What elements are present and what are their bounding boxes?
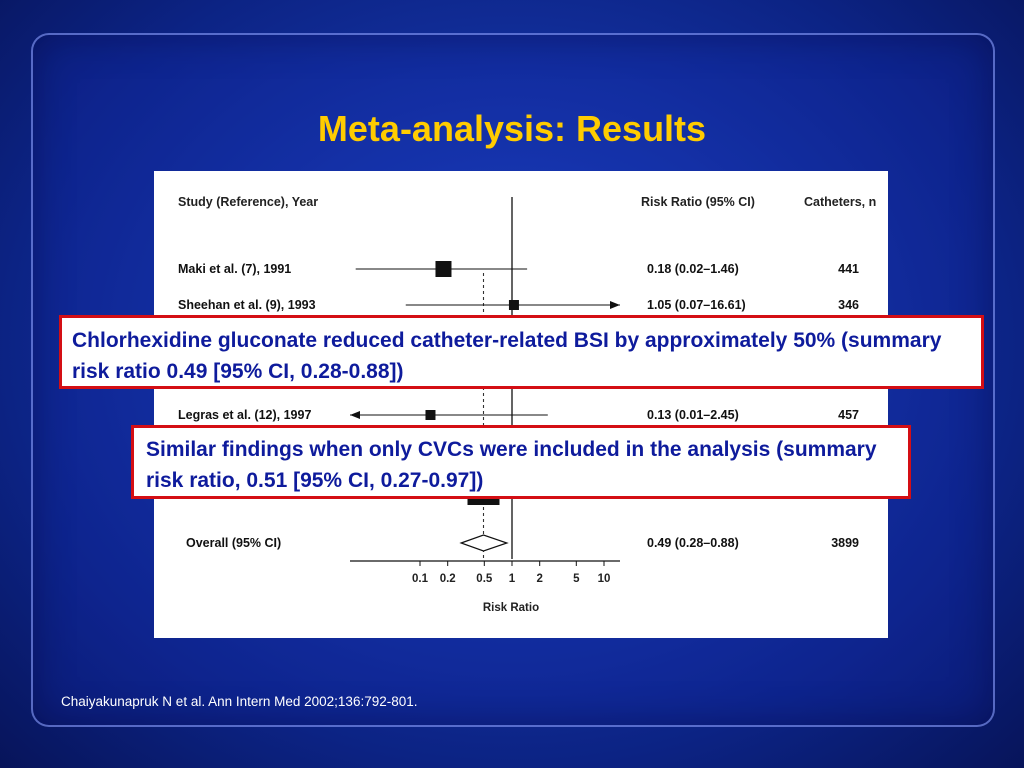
- forest-plot: Study (Reference), Year Risk Ratio (95% …: [154, 171, 888, 638]
- x-tick-label: 10: [598, 573, 611, 585]
- study-point-estimate: [508, 300, 519, 310]
- study-risk-ratio: 1.05 (0.07–16.61): [647, 298, 746, 312]
- study-catheters: 346: [838, 298, 859, 312]
- callout-summary-all: Chlorhexidine gluconate reduced catheter…: [59, 315, 984, 389]
- x-tick-label: 1: [509, 573, 516, 585]
- x-tick-label: 0.1: [412, 573, 429, 585]
- callout-summary-cvc: Similar findings when only CVCs were inc…: [131, 425, 911, 499]
- study-risk-ratio: 0.13 (0.01–2.45): [647, 408, 739, 422]
- header-risk-ratio: Risk Ratio (95% CI): [641, 195, 755, 209]
- study-risk-ratio: 0.18 (0.02–1.46): [647, 262, 739, 276]
- x-tick-label: 0.2: [440, 573, 456, 585]
- study-catheters: 457: [838, 408, 859, 422]
- study-label: Sheehan et al. (9), 1993: [178, 298, 316, 312]
- forest-plot-svg: Study (Reference), Year Risk Ratio (95% …: [178, 195, 876, 614]
- ci-right-arrow: [610, 301, 620, 309]
- x-tick-label: 0.5: [476, 573, 493, 585]
- overall-catheters: 3899: [831, 536, 859, 550]
- study-label: Legras et al. (12), 1997: [178, 408, 311, 422]
- ci-left-arrow: [350, 411, 360, 419]
- slide-title: Meta-analysis: Results: [317, 108, 707, 149]
- overall-label: Overall (95% CI): [186, 536, 281, 550]
- x-axis-label: Risk Ratio: [483, 602, 539, 614]
- x-tick-label: 2: [536, 573, 542, 585]
- study-catheters: 441: [838, 262, 859, 276]
- overall-diamond: [459, 534, 509, 552]
- study-point-estimate: [435, 261, 452, 277]
- header-study: Study (Reference), Year: [178, 195, 318, 209]
- study-label: Maki et al. (7), 1991: [178, 262, 291, 276]
- overall-risk-ratio: 0.49 (0.28–0.88): [647, 536, 739, 550]
- x-tick-label: 5: [573, 573, 580, 585]
- citation: Chaiyakunapruk N et al. Ann Intern Med 2…: [61, 694, 418, 709]
- header-catheters: Catheters, n: [804, 195, 876, 209]
- study-point-estimate: [425, 410, 436, 420]
